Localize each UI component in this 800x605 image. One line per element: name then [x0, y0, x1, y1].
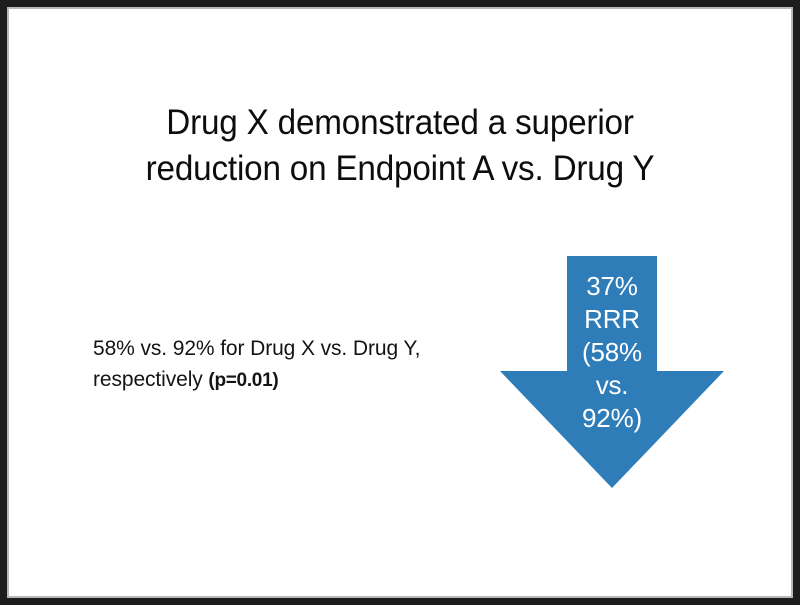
down-arrow-callout: 37% RRR (58% vs. 92%)	[500, 256, 724, 488]
slide-canvas: Drug X demonstrated a superior reduction…	[9, 9, 791, 596]
page-title-line-1: Drug X demonstrated a superior	[166, 103, 634, 142]
body-paragraph: 58% vs. 92% for Drug X vs. Drug Y, respe…	[93, 333, 488, 396]
page-title-line-2: reduction on Endpoint A vs. Drug Y	[145, 149, 655, 188]
down-arrow-icon	[500, 256, 724, 488]
body-paragraph-pvalue: (p=0.01)	[208, 370, 279, 391]
body-paragraph-main: 58% vs. 92% for Drug X vs. Drug Y, respe…	[93, 337, 421, 391]
page-title: Drug X demonstrated a superior reduction…	[29, 100, 772, 192]
